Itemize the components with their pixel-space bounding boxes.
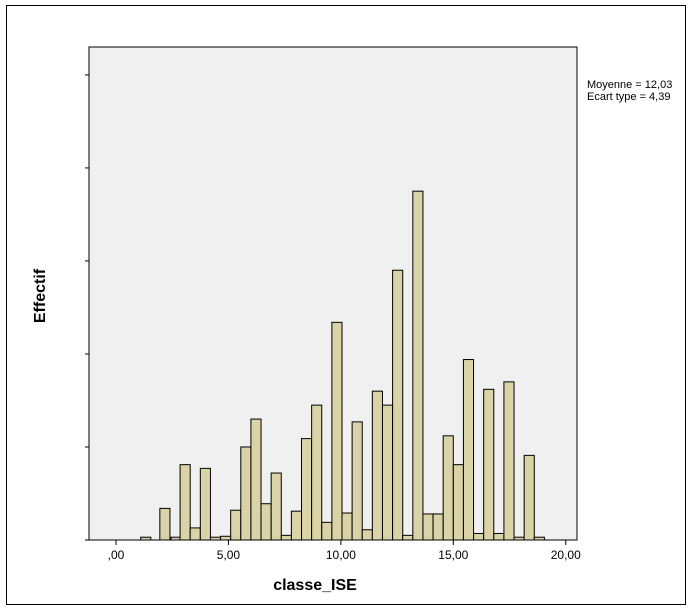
histogram-bar	[321, 521, 333, 541]
histogram-bar	[371, 390, 383, 541]
histogram-bar	[331, 321, 343, 541]
histogram-bar	[503, 381, 515, 541]
histogram-bar	[311, 404, 323, 541]
histogram-bar	[189, 527, 201, 541]
histogram-bar	[250, 418, 262, 541]
histogram-bar	[412, 190, 424, 541]
x-ticks: ,00 5,00 10,00 15,00 20,00	[108, 540, 581, 562]
histogram-bar	[301, 438, 313, 541]
x-axis-title: classe_ISE	[273, 577, 357, 594]
histogram-bar	[381, 404, 394, 541]
histogram-bar	[230, 509, 242, 541]
histogram-bar	[513, 536, 525, 541]
histogram-bar	[452, 464, 464, 541]
chart-frame: ,00 5,00 10,00 15,00 20,00 classe_ISE Effect…	[6, 5, 686, 605]
x-tick-label: ,00	[108, 548, 125, 562]
y-ticks	[85, 74, 89, 541]
x-tick-label: 20,00	[551, 548, 581, 562]
stats-stddev: Ecart type = 4,39	[587, 91, 670, 103]
histogram-bar	[422, 513, 434, 541]
stats-mean: Moyenne = 12,03	[587, 79, 672, 91]
histogram-bar	[240, 446, 252, 541]
histogram-bar	[220, 535, 232, 541]
x-tick-label: 10,00	[326, 548, 356, 562]
histogram-bar	[159, 507, 171, 541]
histogram-bar	[402, 534, 414, 541]
histogram-bar	[493, 532, 505, 541]
histogram-bar	[533, 536, 545, 541]
histogram-bar	[462, 359, 475, 541]
histogram-bar	[209, 536, 222, 541]
histogram-bar	[442, 435, 454, 541]
histogram-bar	[199, 467, 211, 541]
x-tick-label: 5,00	[217, 548, 241, 562]
histogram-bar	[432, 513, 444, 541]
histogram-bar	[260, 503, 272, 541]
histogram-bar	[473, 532, 485, 541]
stats-legend: Moyenne = 12,03 Ecart type = 4,39	[587, 79, 672, 103]
histogram-bar	[280, 534, 292, 541]
bars-group	[140, 190, 545, 541]
y-axis-title: Effectif	[32, 268, 49, 323]
x-tick-label: 15,00	[438, 548, 468, 562]
histogram-bar	[341, 512, 353, 541]
histogram-bar	[351, 421, 363, 541]
histogram-bar	[290, 510, 303, 541]
histogram-bar	[523, 454, 535, 541]
histogram-bar	[483, 388, 495, 541]
histogram-bar	[270, 472, 282, 541]
histogram-bar	[179, 464, 191, 541]
histogram-bar	[140, 536, 152, 541]
histogram-bar	[392, 269, 404, 541]
histogram-chart: ,00 5,00 10,00 15,00 20,00 classe_ISE Effect…	[32, 46, 672, 594]
histogram-bar	[361, 529, 373, 541]
